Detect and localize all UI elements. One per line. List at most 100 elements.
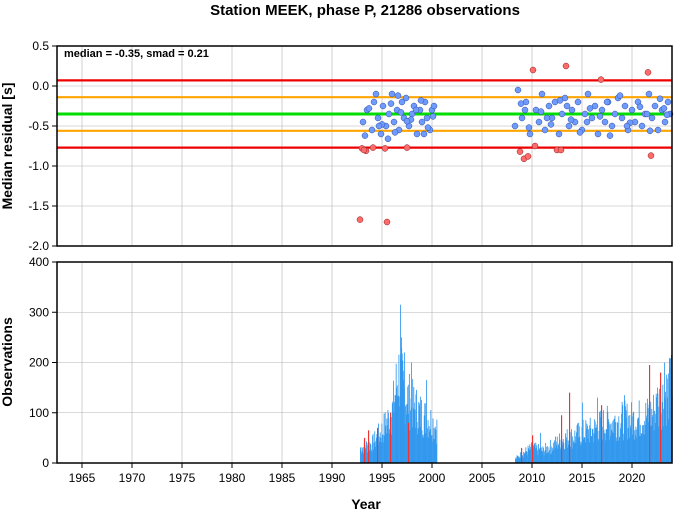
observation-bar-414 <box>665 425 667 463</box>
observation-bar-79 <box>403 380 405 463</box>
observation-bar-16 <box>368 441 370 463</box>
observation-bar-76 <box>401 353 403 463</box>
inlier-point-45 <box>514 86 522 94</box>
highlight-bar-2 <box>377 427 379 463</box>
observation-bar-97 <box>413 387 415 463</box>
observation-bar-215 <box>556 445 558 463</box>
observation-bar-220 <box>559 433 560 463</box>
highlight-bar-8 <box>569 392 571 463</box>
observation-bar-192 <box>543 455 545 463</box>
observation-bar-61 <box>393 411 395 463</box>
inlier-point-6 <box>379 102 387 110</box>
observation-bar-167 <box>529 446 531 463</box>
observation-bar-287 <box>595 427 597 463</box>
peak-bar-11 <box>669 359 670 463</box>
observation-bar-77 <box>402 360 404 463</box>
inlier-point-72 <box>608 122 616 130</box>
top-y-axis-label: Median residual [s] <box>0 83 15 210</box>
top-grid <box>57 45 672 247</box>
highlight-bar-5 <box>521 447 523 463</box>
inlier-point-46 <box>518 114 526 122</box>
observation-bar-273 <box>588 429 589 463</box>
observation-bar-143 <box>516 455 518 463</box>
peak-bar-8 <box>624 395 625 463</box>
inlier-point-97 <box>576 129 584 136</box>
observation-bar-127 <box>429 429 431 463</box>
observation-bar-348 <box>629 415 631 463</box>
top-panel: 0.5 0.0 -0.5 -1.0 -1.5 -2.0 median = -0.35, s… <box>0 39 674 253</box>
observation-bar-83 <box>405 404 407 463</box>
highlight-bar-10 <box>649 365 651 463</box>
observation-bar-304 <box>605 440 607 463</box>
highlight-bar-9 <box>601 405 603 463</box>
observation-bar-184 <box>539 448 541 463</box>
observation-bar-39 <box>381 423 383 463</box>
observation-bar-267 <box>584 442 586 463</box>
observation-bar-248 <box>574 430 576 463</box>
observation-bar-190 <box>542 446 544 463</box>
peak-bar-3 <box>411 362 412 463</box>
observation-bar-359 <box>635 426 637 463</box>
observation-bar-337 <box>623 440 625 463</box>
inlier-point-107 <box>521 106 529 114</box>
inlier-point-62 <box>574 98 582 106</box>
observation-bar-395 <box>655 422 657 463</box>
observation-bar-66 <box>396 387 398 463</box>
observation-bar-298 <box>601 426 603 463</box>
observation-bar-212 <box>554 447 556 463</box>
inlier-point-73 <box>611 110 619 118</box>
inlier-point-111 <box>603 98 611 106</box>
observation-bar-306 <box>606 429 608 463</box>
observation-bar-300 <box>603 410 604 463</box>
observation-bar-96 <box>412 408 414 463</box>
observation-bar-157 <box>524 453 526 463</box>
observation-bar-125 <box>428 426 430 463</box>
observation-bar-409 <box>662 408 664 463</box>
top-y-tick-label--1.0: -1.0 <box>28 159 49 173</box>
x-tick-label-1980: 1980 <box>219 471 246 485</box>
observation-bar-347 <box>628 437 630 463</box>
x-tick-labels: 1965 1970 1975 1980 1985 1990 1995 2000 2005 2010… <box>69 463 646 485</box>
observation-bar-126 <box>429 431 431 463</box>
observation-bar-230 <box>564 448 566 463</box>
observation-bar-176 <box>534 448 536 463</box>
inlier-point-37 <box>365 105 373 112</box>
observation-bar-266 <box>584 437 586 463</box>
observation-bar-408 <box>662 384 664 463</box>
observation-bar-339 <box>624 400 626 463</box>
observation-bar-364 <box>638 417 640 463</box>
observation-bar-65 <box>395 363 397 463</box>
highlight-bar-6 <box>532 435 534 463</box>
observation-bar-256 <box>578 426 580 463</box>
observation-bar-397 <box>656 397 658 463</box>
observation-bar-330 <box>619 437 621 463</box>
observation-bar-103 <box>416 421 418 463</box>
observation-bar-47 <box>385 433 387 463</box>
x-tick-label-2005: 2005 <box>469 471 496 485</box>
observation-bar-355 <box>633 411 635 463</box>
top-y-tick-labels: 0.5 0.0 -0.5 -1.0 -1.5 -2.0 <box>28 39 57 253</box>
x-tick-label-1965: 1965 <box>69 471 96 485</box>
observation-bar-221 <box>559 439 561 463</box>
observation-bar-302 <box>604 433 605 463</box>
observation-bar-335 <box>622 405 624 463</box>
observation-bar-81 <box>404 424 406 463</box>
observation-bar-57 <box>391 417 393 463</box>
observation-bar-4 <box>362 448 364 463</box>
inlier-point-44 <box>511 122 519 130</box>
inlier-point-39 <box>384 135 392 143</box>
inlier-point-76 <box>621 102 629 110</box>
inlier-point-95 <box>556 97 564 104</box>
observation-bar-40 <box>382 435 383 463</box>
observation-bar-38 <box>380 442 382 463</box>
observation-bar-242 <box>571 429 572 463</box>
x-tick-label-2000: 2000 <box>419 471 446 485</box>
inlier-point-105 <box>656 95 664 103</box>
observation-bar-329 <box>618 436 620 463</box>
observation-bar-49 <box>386 425 388 463</box>
inlier-point-23 <box>423 114 431 122</box>
inlier-point-99 <box>596 113 604 120</box>
observation-bar-388 <box>651 408 653 463</box>
